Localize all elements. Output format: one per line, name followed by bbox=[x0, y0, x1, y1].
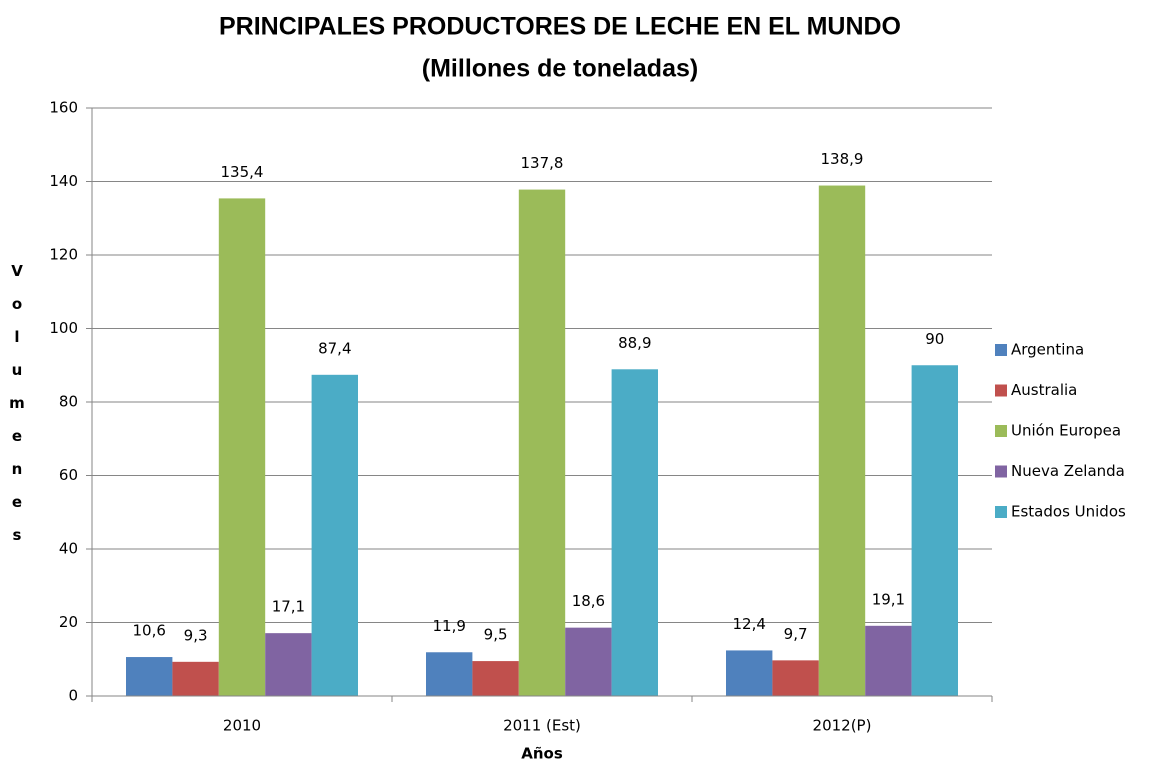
y-tick-label: 0 bbox=[68, 687, 78, 705]
data-label: 9,5 bbox=[484, 626, 508, 644]
legend-swatch bbox=[995, 506, 1007, 518]
data-label: 19,1 bbox=[872, 590, 905, 608]
data-label: 137,8 bbox=[521, 154, 564, 172]
bar bbox=[218, 198, 266, 696]
bar bbox=[265, 633, 312, 696]
bar bbox=[911, 365, 958, 696]
data-label: 135,4 bbox=[221, 163, 264, 181]
bar bbox=[818, 185, 866, 697]
legend-label: Argentina bbox=[1011, 341, 1084, 359]
x-axis-label: Años bbox=[521, 745, 563, 763]
bar bbox=[311, 374, 358, 696]
bar bbox=[611, 369, 658, 696]
data-label: 88,9 bbox=[618, 334, 651, 352]
bar bbox=[726, 650, 773, 696]
data-label: 90 bbox=[925, 330, 944, 348]
y-tick-label: 80 bbox=[59, 393, 78, 411]
data-label: 138,9 bbox=[821, 150, 864, 168]
legend-label: Australia bbox=[1011, 381, 1077, 399]
chart-subtitle: (Millones de toneladas) bbox=[422, 55, 698, 83]
bar bbox=[772, 660, 819, 696]
legend-label: Estados Unidos bbox=[1011, 503, 1126, 521]
x-tick-label: 2010 bbox=[223, 717, 261, 735]
data-label: 87,4 bbox=[318, 339, 351, 357]
chart-title: PRINCIPALES PRODUCTORES DE LECHE EN EL M… bbox=[219, 13, 901, 41]
data-label: 17,1 bbox=[272, 598, 305, 616]
bar bbox=[426, 652, 473, 696]
y-tick-label: 160 bbox=[49, 99, 78, 117]
legend-swatch bbox=[995, 344, 1007, 356]
legend-swatch bbox=[995, 384, 1007, 397]
y-tick-label: 40 bbox=[59, 540, 78, 558]
x-tick-label: 2012(P) bbox=[813, 717, 872, 735]
data-label: 10,6 bbox=[132, 622, 165, 640]
data-label: 12,4 bbox=[732, 615, 765, 633]
y-axis-label: Volumenes bbox=[8, 262, 26, 559]
y-tick-label: 20 bbox=[59, 613, 78, 631]
legend-label: Unión Europea bbox=[1011, 422, 1121, 440]
data-label: 18,6 bbox=[572, 592, 605, 610]
y-tick-label: 140 bbox=[49, 172, 78, 190]
legend-swatch bbox=[995, 425, 1007, 437]
legend-label: Nueva Zelanda bbox=[1011, 462, 1125, 480]
bar bbox=[865, 625, 912, 696]
legend-swatch bbox=[995, 465, 1007, 478]
bar bbox=[172, 661, 219, 696]
bar bbox=[126, 657, 173, 696]
bar bbox=[565, 627, 612, 696]
bar bbox=[518, 189, 566, 696]
x-tick-label: 2011 (Est) bbox=[503, 717, 581, 735]
y-tick-label: 60 bbox=[59, 466, 78, 484]
bar bbox=[472, 661, 519, 696]
data-label: 9,7 bbox=[784, 625, 808, 643]
y-tick-label: 120 bbox=[49, 246, 78, 264]
data-label: 9,3 bbox=[184, 626, 208, 644]
y-tick-label: 100 bbox=[49, 319, 78, 337]
data-label: 11,9 bbox=[432, 617, 465, 635]
